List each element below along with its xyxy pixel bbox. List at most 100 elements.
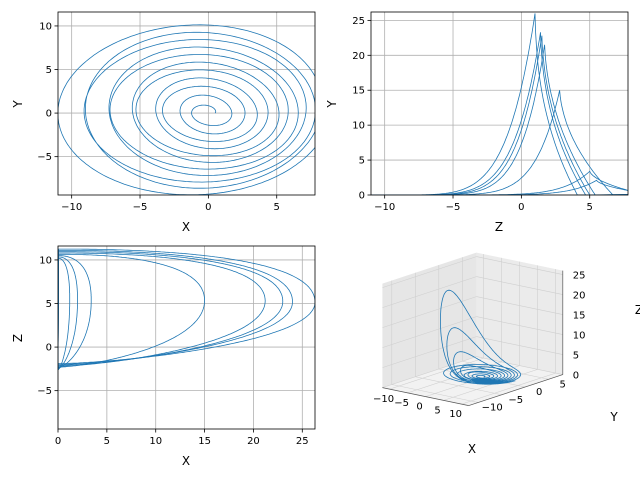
xtick-label: 0 — [55, 436, 61, 447]
xlabel-3d: X — [468, 442, 476, 456]
ytick-label: 0 — [46, 109, 52, 120]
3d-gridline — [415, 376, 502, 396]
ticks-top-left: −10 −5 0 5 −5 0 5 10 — [37, 21, 280, 213]
3d-gridline — [391, 384, 479, 403]
xtick-label: 15 — [198, 436, 211, 447]
ztick-label-3d: 25 — [573, 271, 586, 282]
ylabel-top-left: Y — [11, 100, 25, 109]
xtick-label: −5 — [133, 202, 148, 213]
3d-gridline — [382, 336, 477, 368]
xtick-label: 10 — [149, 436, 162, 447]
ytick-label: 15 — [352, 86, 365, 97]
ytick-label: 0 — [359, 191, 365, 202]
3d-gridline — [382, 256, 477, 288]
series-line-zy — [371, 35, 628, 195]
ytick-label-3d: 0 — [536, 387, 542, 398]
3d-gridline — [476, 256, 563, 275]
xtick-label: 5 — [587, 202, 593, 213]
series-line-zy — [371, 13, 628, 195]
3d-edge — [468, 374, 563, 406]
axes-frame-bottom-left — [57, 245, 316, 430]
ztick-label-3d: 20 — [573, 291, 586, 302]
xlabel-top-right: Z — [495, 220, 503, 234]
xlabel-top-left: X — [182, 220, 190, 234]
3d-gridline — [443, 369, 538, 401]
ytick-label: 5 — [46, 299, 52, 310]
axes-frame-top-left — [57, 11, 316, 196]
3d-gridline — [461, 372, 556, 405]
panel-top-left: −10 −5 0 5 −5 0 5 10 X Y — [11, 11, 316, 234]
series-line-zy — [371, 179, 628, 195]
series-line-xz — [58, 250, 293, 365]
ytick-label: 0 — [46, 343, 52, 354]
ztick-label-3d: 10 — [573, 331, 586, 342]
ytick-label-3d: 5 — [560, 379, 566, 390]
series-line-zy — [371, 44, 628, 195]
series-line-xz — [58, 252, 266, 367]
3d-gridline — [476, 336, 563, 355]
xtick-label: 5 — [104, 436, 110, 447]
trajectory-xz — [58, 248, 315, 371]
xtick-label: 5 — [274, 202, 280, 213]
ytick-label: 10 — [352, 121, 365, 132]
grid-bottom-left — [57, 246, 315, 429]
series-line-xz — [58, 248, 315, 364]
3d-gridline — [476, 316, 563, 335]
ytick-label: 20 — [352, 51, 365, 62]
xtick-label: 25 — [296, 436, 309, 447]
xtick-label: −10 — [374, 202, 395, 213]
series-line-3d — [440, 289, 521, 385]
ytick-label: 5 — [46, 65, 52, 76]
3d-axes-box — [382, 252, 564, 406]
xtick-label-3d: 10 — [449, 409, 462, 420]
3d-gridline — [476, 356, 563, 375]
series-line-zy — [371, 90, 628, 195]
series-line-xy — [58, 24, 315, 195]
panel-bottom-left: 0 5 10 15 20 25 −5 0 5 10 X Z — [11, 245, 316, 468]
xtick-label: 0 — [518, 202, 524, 213]
ztick-label-3d: 0 — [573, 371, 579, 382]
ticks-bottom-left: 0 5 10 15 20 25 −5 0 5 10 — [37, 255, 308, 447]
xtick-label-3d: 0 — [416, 402, 422, 413]
xtick-label-3d: −5 — [394, 398, 409, 409]
ylabel-3d: Y — [609, 410, 618, 424]
xtick-label: −5 — [446, 202, 461, 213]
ytick-label-3d: −5 — [508, 395, 523, 406]
ytick-label: 25 — [352, 16, 365, 27]
ytick-label: −5 — [37, 386, 52, 397]
ylabel-top-right: Y — [325, 100, 339, 109]
series-line-xz — [58, 253, 205, 368]
zlabel-3d: Z — [635, 303, 640, 317]
3d-edge — [382, 387, 469, 406]
xlabel-bottom-left: X — [182, 454, 190, 468]
3d-gridline — [476, 296, 563, 315]
ztick-label-3d: 5 — [573, 351, 579, 362]
ytick-label: −5 — [37, 152, 52, 163]
3d-pane — [382, 252, 477, 388]
ytick-label: 5 — [359, 156, 365, 167]
3d-gridline — [389, 357, 484, 390]
trajectory-xy — [58, 24, 315, 195]
ylabel-bottom-left: Z — [11, 334, 25, 342]
series-line-xz — [58, 257, 71, 371]
series-line-xz — [58, 251, 284, 366]
trajectory-zy — [371, 13, 628, 195]
ytick-label: 10 — [39, 21, 52, 32]
series-line-xz — [58, 256, 78, 370]
axes-frame-top-right — [370, 11, 629, 196]
series-line-zy — [371, 170, 628, 195]
trajectory-3d — [440, 289, 521, 385]
ytick-label: 10 — [39, 255, 52, 266]
3d-gridline — [382, 356, 477, 388]
xtick-label: −10 — [61, 202, 82, 213]
ztick-label-3d: 15 — [573, 311, 586, 322]
3d-gridline — [382, 316, 477, 348]
3d-gridline — [476, 276, 563, 295]
xtick-label: 0 — [205, 202, 211, 213]
series-line-xz — [58, 255, 92, 369]
3d-gridline — [382, 276, 477, 308]
ticks-top-right: −10 −5 0 5 0 5 10 15 20 25 — [352, 16, 593, 213]
